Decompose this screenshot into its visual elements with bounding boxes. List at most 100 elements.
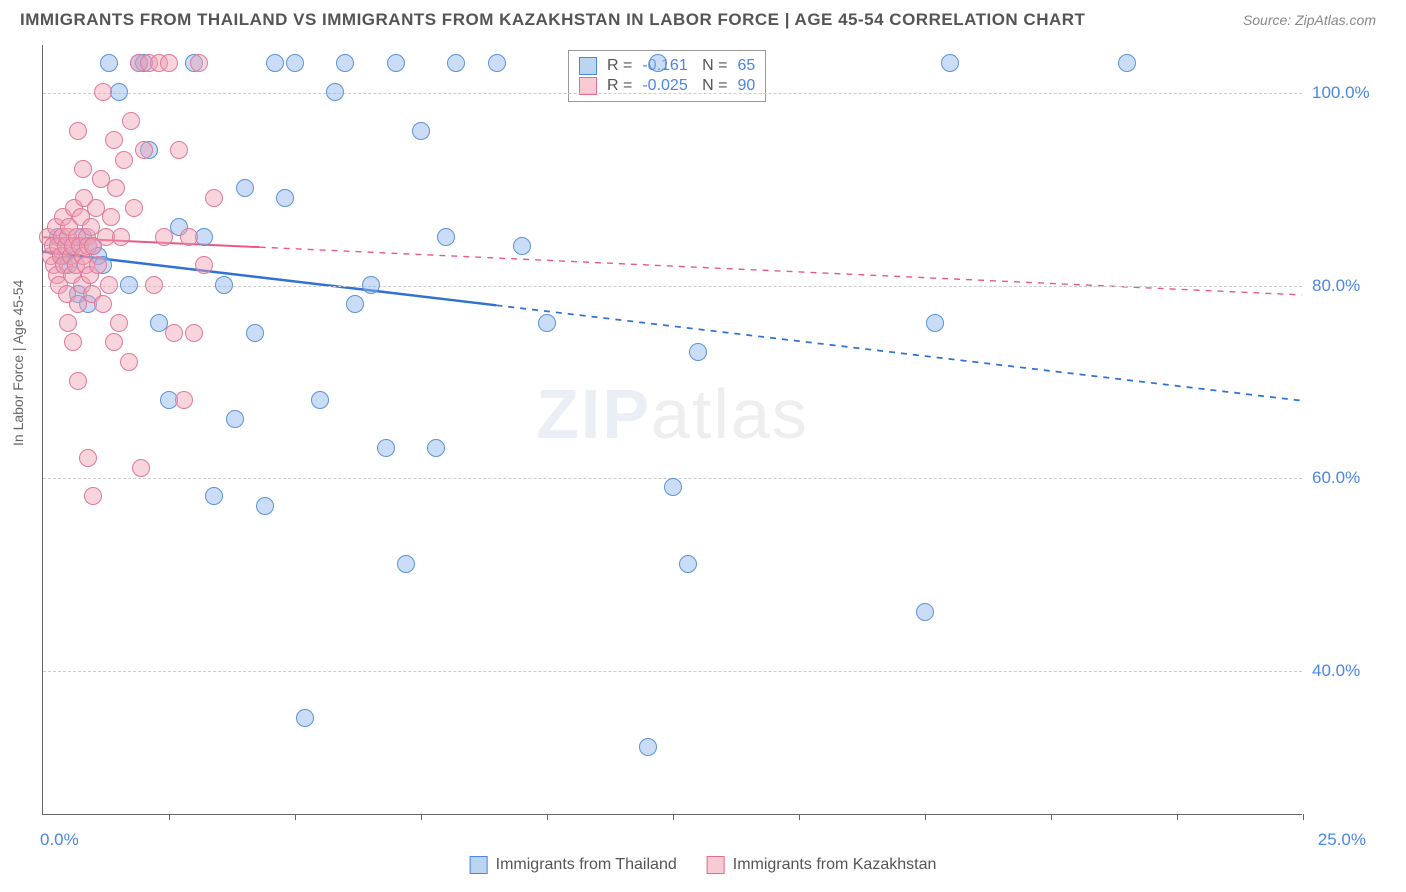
r-label: R = <box>607 57 632 75</box>
data-point <box>397 555 415 573</box>
data-point <box>387 54 405 72</box>
x-tick <box>421 814 422 820</box>
watermark: ZIPatlas <box>536 374 809 454</box>
data-point <box>190 54 208 72</box>
x-tick <box>1177 814 1178 820</box>
data-point <box>170 141 188 159</box>
data-point <box>69 372 87 390</box>
data-point <box>105 131 123 149</box>
data-point <box>664 478 682 496</box>
data-point <box>107 179 125 197</box>
y-tick-label: 60.0% <box>1312 468 1392 488</box>
data-point <box>1118 54 1136 72</box>
data-point <box>84 487 102 505</box>
trend-lines-svg <box>43 45 1302 814</box>
data-point <box>120 276 138 294</box>
data-point <box>102 208 120 226</box>
data-point <box>185 324 203 342</box>
data-point <box>100 54 118 72</box>
data-point <box>513 237 531 255</box>
x-tick <box>1303 814 1304 820</box>
swatch-pink-icon <box>707 856 725 874</box>
data-point <box>175 391 193 409</box>
data-point <box>122 112 140 130</box>
data-point <box>100 276 118 294</box>
grid-line <box>43 93 1302 94</box>
x-min-label: 0.0% <box>40 830 79 850</box>
data-point <box>165 324 183 342</box>
stats-row-thailand: R = -0.161 N = 65 <box>579 56 755 76</box>
data-point <box>94 83 112 101</box>
y-tick-label: 40.0% <box>1312 661 1392 681</box>
x-tick <box>925 814 926 820</box>
grid-line <box>43 671 1302 672</box>
data-point <box>276 189 294 207</box>
chart-container: IMMIGRANTS FROM THAILAND VS IMMIGRANTS F… <box>0 0 1406 892</box>
series-legend: Immigrants from Thailand Immigrants from… <box>470 856 937 874</box>
legend-item-kazakhstan: Immigrants from Kazakhstan <box>707 856 937 874</box>
data-point <box>215 276 233 294</box>
data-point <box>437 228 455 246</box>
data-point <box>362 276 380 294</box>
trend-line-dashed <box>260 247 1302 295</box>
data-point <box>377 439 395 457</box>
data-point <box>112 228 130 246</box>
data-point <box>74 160 92 178</box>
legend-label-kazakhstan: Immigrants from Kazakhstan <box>733 856 937 874</box>
data-point <box>311 391 329 409</box>
data-point <box>69 122 87 140</box>
swatch-blue-icon <box>579 57 597 75</box>
data-point <box>447 54 465 72</box>
data-point <box>125 199 143 217</box>
data-point <box>412 122 430 140</box>
data-point <box>296 709 314 727</box>
data-point <box>639 738 657 756</box>
x-tick <box>673 814 674 820</box>
x-tick <box>169 814 170 820</box>
chart-title: IMMIGRANTS FROM THAILAND VS IMMIGRANTS F… <box>20 10 1085 30</box>
data-point <box>79 449 97 467</box>
data-point <box>132 459 150 477</box>
data-point <box>155 228 173 246</box>
data-point <box>110 314 128 332</box>
data-point <box>135 141 153 159</box>
x-tick <box>547 814 548 820</box>
x-max-label: 25.0% <box>1318 830 1366 850</box>
data-point <box>59 314 77 332</box>
plot-area: ZIPatlas R = -0.161 N = 65 R = -0.025 N … <box>42 45 1302 815</box>
x-tick <box>1051 814 1052 820</box>
data-point <box>94 295 112 313</box>
data-point <box>649 54 667 72</box>
trend-line-dashed <box>496 305 1301 400</box>
y-tick-label: 80.0% <box>1312 276 1392 296</box>
y-tick-label: 100.0% <box>1312 83 1392 103</box>
n-label: N = <box>698 57 728 75</box>
data-point <box>679 555 697 573</box>
stats-legend: R = -0.161 N = 65 R = -0.025 N = 90 <box>568 50 766 102</box>
data-point <box>246 324 264 342</box>
data-point <box>89 256 107 274</box>
data-point <box>926 314 944 332</box>
data-point <box>326 83 344 101</box>
data-point <box>226 410 244 428</box>
data-point <box>488 54 506 72</box>
data-point <box>120 353 138 371</box>
data-point <box>286 54 304 72</box>
data-point <box>160 54 178 72</box>
n-value-thailand: 65 <box>738 57 756 75</box>
data-point <box>941 54 959 72</box>
data-point <box>205 487 223 505</box>
data-point <box>64 333 82 351</box>
data-point <box>427 439 445 457</box>
data-point <box>145 276 163 294</box>
x-tick <box>295 814 296 820</box>
data-point <box>180 228 198 246</box>
legend-label-thailand: Immigrants from Thailand <box>496 856 677 874</box>
watermark-thin: atlas <box>651 375 809 453</box>
swatch-blue-icon <box>470 856 488 874</box>
y-axis-label: In Labor Force | Age 45-54 <box>10 280 26 446</box>
data-point <box>916 603 934 621</box>
data-point <box>689 343 707 361</box>
data-point <box>195 256 213 274</box>
source-label: Source: ZipAtlas.com <box>1243 12 1376 28</box>
